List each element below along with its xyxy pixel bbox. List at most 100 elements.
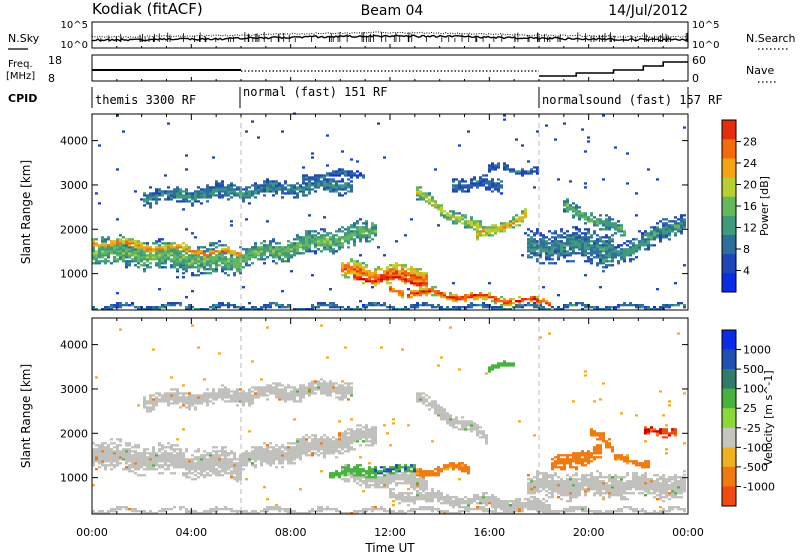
power-cell bbox=[281, 248, 284, 251]
power-cell bbox=[308, 188, 311, 191]
velocity-cell bbox=[194, 402, 197, 405]
velocity-cell bbox=[239, 458, 242, 461]
power-cell bbox=[353, 278, 356, 281]
velocity-cell bbox=[161, 454, 164, 457]
velocity-cell bbox=[143, 400, 146, 403]
velocity-cell bbox=[194, 394, 197, 397]
power-cell bbox=[488, 184, 491, 187]
power-cell bbox=[632, 238, 635, 241]
power-cell bbox=[629, 304, 632, 307]
power-cell bbox=[341, 186, 344, 189]
power-cell bbox=[428, 194, 431, 197]
velocity-cell bbox=[176, 388, 179, 391]
power-cell bbox=[125, 246, 128, 249]
velocity-cell bbox=[347, 382, 350, 385]
power-cell bbox=[593, 248, 596, 251]
power-cell bbox=[551, 306, 554, 309]
power-cell bbox=[173, 246, 176, 249]
velocity-cell bbox=[104, 454, 107, 457]
power-cell bbox=[470, 182, 473, 185]
power-cell bbox=[188, 246, 191, 249]
velocity-cell bbox=[116, 446, 119, 449]
velocity-cell bbox=[173, 450, 176, 453]
power-cell bbox=[227, 304, 230, 307]
power-cell bbox=[332, 242, 335, 245]
power-cell bbox=[254, 196, 257, 199]
power-cell bbox=[296, 196, 299, 199]
power-cell bbox=[275, 304, 278, 307]
power-cell bbox=[395, 266, 398, 269]
velocity-cell bbox=[329, 394, 332, 397]
velocity-cell bbox=[329, 472, 332, 475]
velocity-cell bbox=[164, 450, 167, 453]
power-cell bbox=[305, 174, 308, 177]
velocity-cell bbox=[143, 456, 146, 459]
velocity-cell bbox=[125, 468, 128, 471]
power-cell bbox=[311, 236, 314, 239]
power-cell bbox=[188, 258, 191, 261]
velocity-cell bbox=[263, 460, 266, 463]
power-cell bbox=[107, 254, 110, 257]
power-cell bbox=[176, 258, 179, 261]
velocity-cell bbox=[248, 392, 251, 395]
velocity-cell bbox=[350, 418, 353, 421]
power-cell bbox=[260, 242, 263, 245]
power-cell bbox=[170, 264, 173, 267]
velocity-cell bbox=[206, 512, 209, 515]
velocity-cell bbox=[209, 452, 212, 455]
power-cell bbox=[323, 246, 326, 249]
velocity-cell bbox=[158, 394, 161, 397]
power-cell bbox=[404, 234, 407, 237]
power-cell bbox=[458, 306, 461, 309]
power-cell bbox=[215, 266, 218, 269]
velocity-cell bbox=[104, 466, 107, 469]
power-cell bbox=[248, 302, 251, 305]
velocity-cell bbox=[206, 468, 209, 471]
power-cell bbox=[281, 290, 284, 293]
power-cell bbox=[197, 266, 200, 269]
power-cell bbox=[305, 182, 308, 185]
power-cell bbox=[248, 196, 251, 199]
power-cell bbox=[536, 170, 539, 173]
power-cell bbox=[323, 228, 326, 231]
velocity-cell bbox=[353, 478, 356, 481]
power-cell bbox=[533, 234, 536, 237]
power-cell bbox=[608, 216, 611, 219]
power-cell bbox=[560, 240, 563, 243]
power-cell bbox=[137, 248, 140, 251]
power-cell bbox=[143, 256, 146, 259]
power-cell bbox=[386, 272, 389, 275]
power-cell bbox=[230, 254, 233, 257]
velocity-cell bbox=[272, 392, 275, 395]
power-cell bbox=[278, 304, 281, 307]
power-cell bbox=[158, 240, 161, 243]
power-cell bbox=[350, 224, 353, 227]
velocity-cell bbox=[368, 440, 371, 443]
velocity-cell bbox=[101, 512, 104, 515]
velocity-cell bbox=[308, 512, 311, 515]
power-cell bbox=[365, 280, 368, 283]
velocity-cell bbox=[347, 472, 350, 475]
velocity-cell bbox=[341, 432, 344, 435]
power-cell bbox=[359, 228, 362, 231]
velocity-cell bbox=[254, 394, 257, 397]
velocity-cell bbox=[131, 456, 134, 459]
velocity-cell bbox=[95, 376, 98, 379]
power-cell bbox=[620, 256, 623, 259]
velocity-cell bbox=[266, 448, 269, 451]
power-cell bbox=[122, 236, 125, 239]
velocity-cell bbox=[254, 448, 257, 451]
power-cell bbox=[149, 192, 152, 195]
power-cell bbox=[617, 224, 620, 227]
power-cell bbox=[470, 226, 473, 229]
velocity-cell bbox=[362, 490, 365, 493]
velocity-cell bbox=[182, 466, 185, 469]
velocity-cell bbox=[320, 382, 323, 385]
power-cell bbox=[632, 248, 635, 251]
velocity-cell bbox=[344, 480, 347, 483]
velocity-cell bbox=[200, 454, 203, 457]
power-cell bbox=[452, 282, 455, 285]
velocity-cell bbox=[359, 424, 362, 427]
power-cell bbox=[395, 308, 398, 311]
power-cell bbox=[632, 258, 635, 261]
